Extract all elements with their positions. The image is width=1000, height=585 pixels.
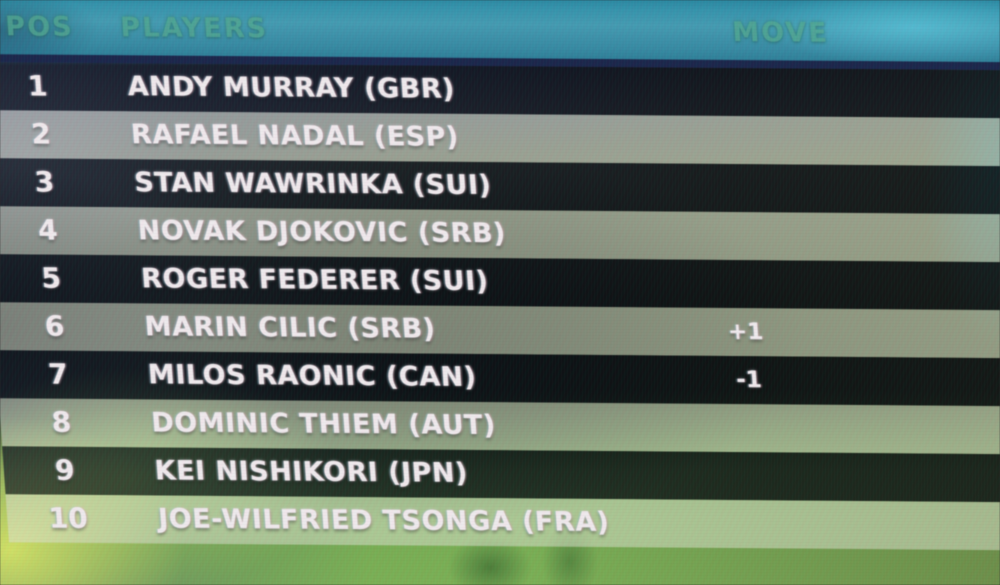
rank-number: 4 xyxy=(36,213,59,247)
move-value: -1 xyxy=(735,367,763,394)
player-name: MARIN CILIC (SRB) xyxy=(143,311,437,345)
ranking-graphic-panel: POS PLAYERS MOVE 1 ANDY MURRAY (GBR) 2 R… xyxy=(0,0,1000,551)
rank-number: 3 xyxy=(33,165,56,199)
players-column-header: PLAYERS xyxy=(119,12,270,45)
table-header: POS PLAYERS MOVE xyxy=(0,0,1000,71)
move-value xyxy=(692,68,762,69)
table-row: 7 MILOS RAONIC (CAN) -1 xyxy=(0,350,1000,407)
rank-number: 6 xyxy=(43,309,66,343)
table-row: 10 JOE-WILFRIED TSONGA (FRA) xyxy=(5,494,1000,551)
player-name: ROGER FEDERER (SUI) xyxy=(140,263,490,298)
rank-number: 5 xyxy=(40,261,63,295)
rank-number: 7 xyxy=(47,357,69,391)
move-column-header: MOVE xyxy=(731,16,830,49)
table-row: 2 RAFAEL NADAL (ESP) xyxy=(0,110,1000,167)
move-value xyxy=(702,212,772,213)
rank-number: 10 xyxy=(47,501,89,535)
rank-number: 2 xyxy=(30,117,52,151)
move-value xyxy=(706,260,776,261)
rank-number: 8 xyxy=(50,405,73,439)
player-name: NOVAK DJOKOVIC (SRB) xyxy=(136,215,508,250)
table-row: 1 ANDY MURRAY (GBR) xyxy=(0,62,1000,119)
move-value xyxy=(716,404,786,405)
table-row: 6 MARIN CILIC (SRB) +1 xyxy=(0,302,1000,359)
move-value: +1 xyxy=(727,318,765,346)
rank-number: 1 xyxy=(26,69,49,103)
move-value xyxy=(699,164,769,165)
move-value xyxy=(719,452,789,453)
player-name: RAFAEL NADAL (ESP) xyxy=(129,119,460,153)
table-row: 8 DOMINIC THIEM (AUT) xyxy=(0,398,1000,455)
player-name: KEI NISHIKORI (JPN) xyxy=(153,455,469,489)
pos-column-header: POS xyxy=(4,11,75,43)
move-value xyxy=(695,116,765,117)
player-name: JOE-WILFRIED TSONGA (FRA) xyxy=(157,503,611,539)
table-row: 3 STAN WAWRINKA (SUI) xyxy=(0,158,1000,215)
move-value xyxy=(723,500,793,501)
ranking-rows: 1 ANDY MURRAY (GBR) 2 RAFAEL NADAL (ESP)… xyxy=(0,62,1000,551)
table-row: 4 NOVAK DJOKOVIC (SRB) xyxy=(0,206,1000,263)
player-name: MILOS RAONIC (CAN) xyxy=(146,359,478,393)
player-name: ANDY MURRAY (GBR) xyxy=(126,71,456,105)
player-name: STAN WAWRINKA (SUI) xyxy=(133,167,493,202)
table-row: 9 KEI NISHIKORI (JPN) xyxy=(2,446,1000,503)
table-row: 5 ROGER FEDERER (SUI) xyxy=(0,254,1000,311)
player-name: DOMINIC THIEM (AUT) xyxy=(150,407,498,442)
rank-number: 9 xyxy=(53,453,76,487)
